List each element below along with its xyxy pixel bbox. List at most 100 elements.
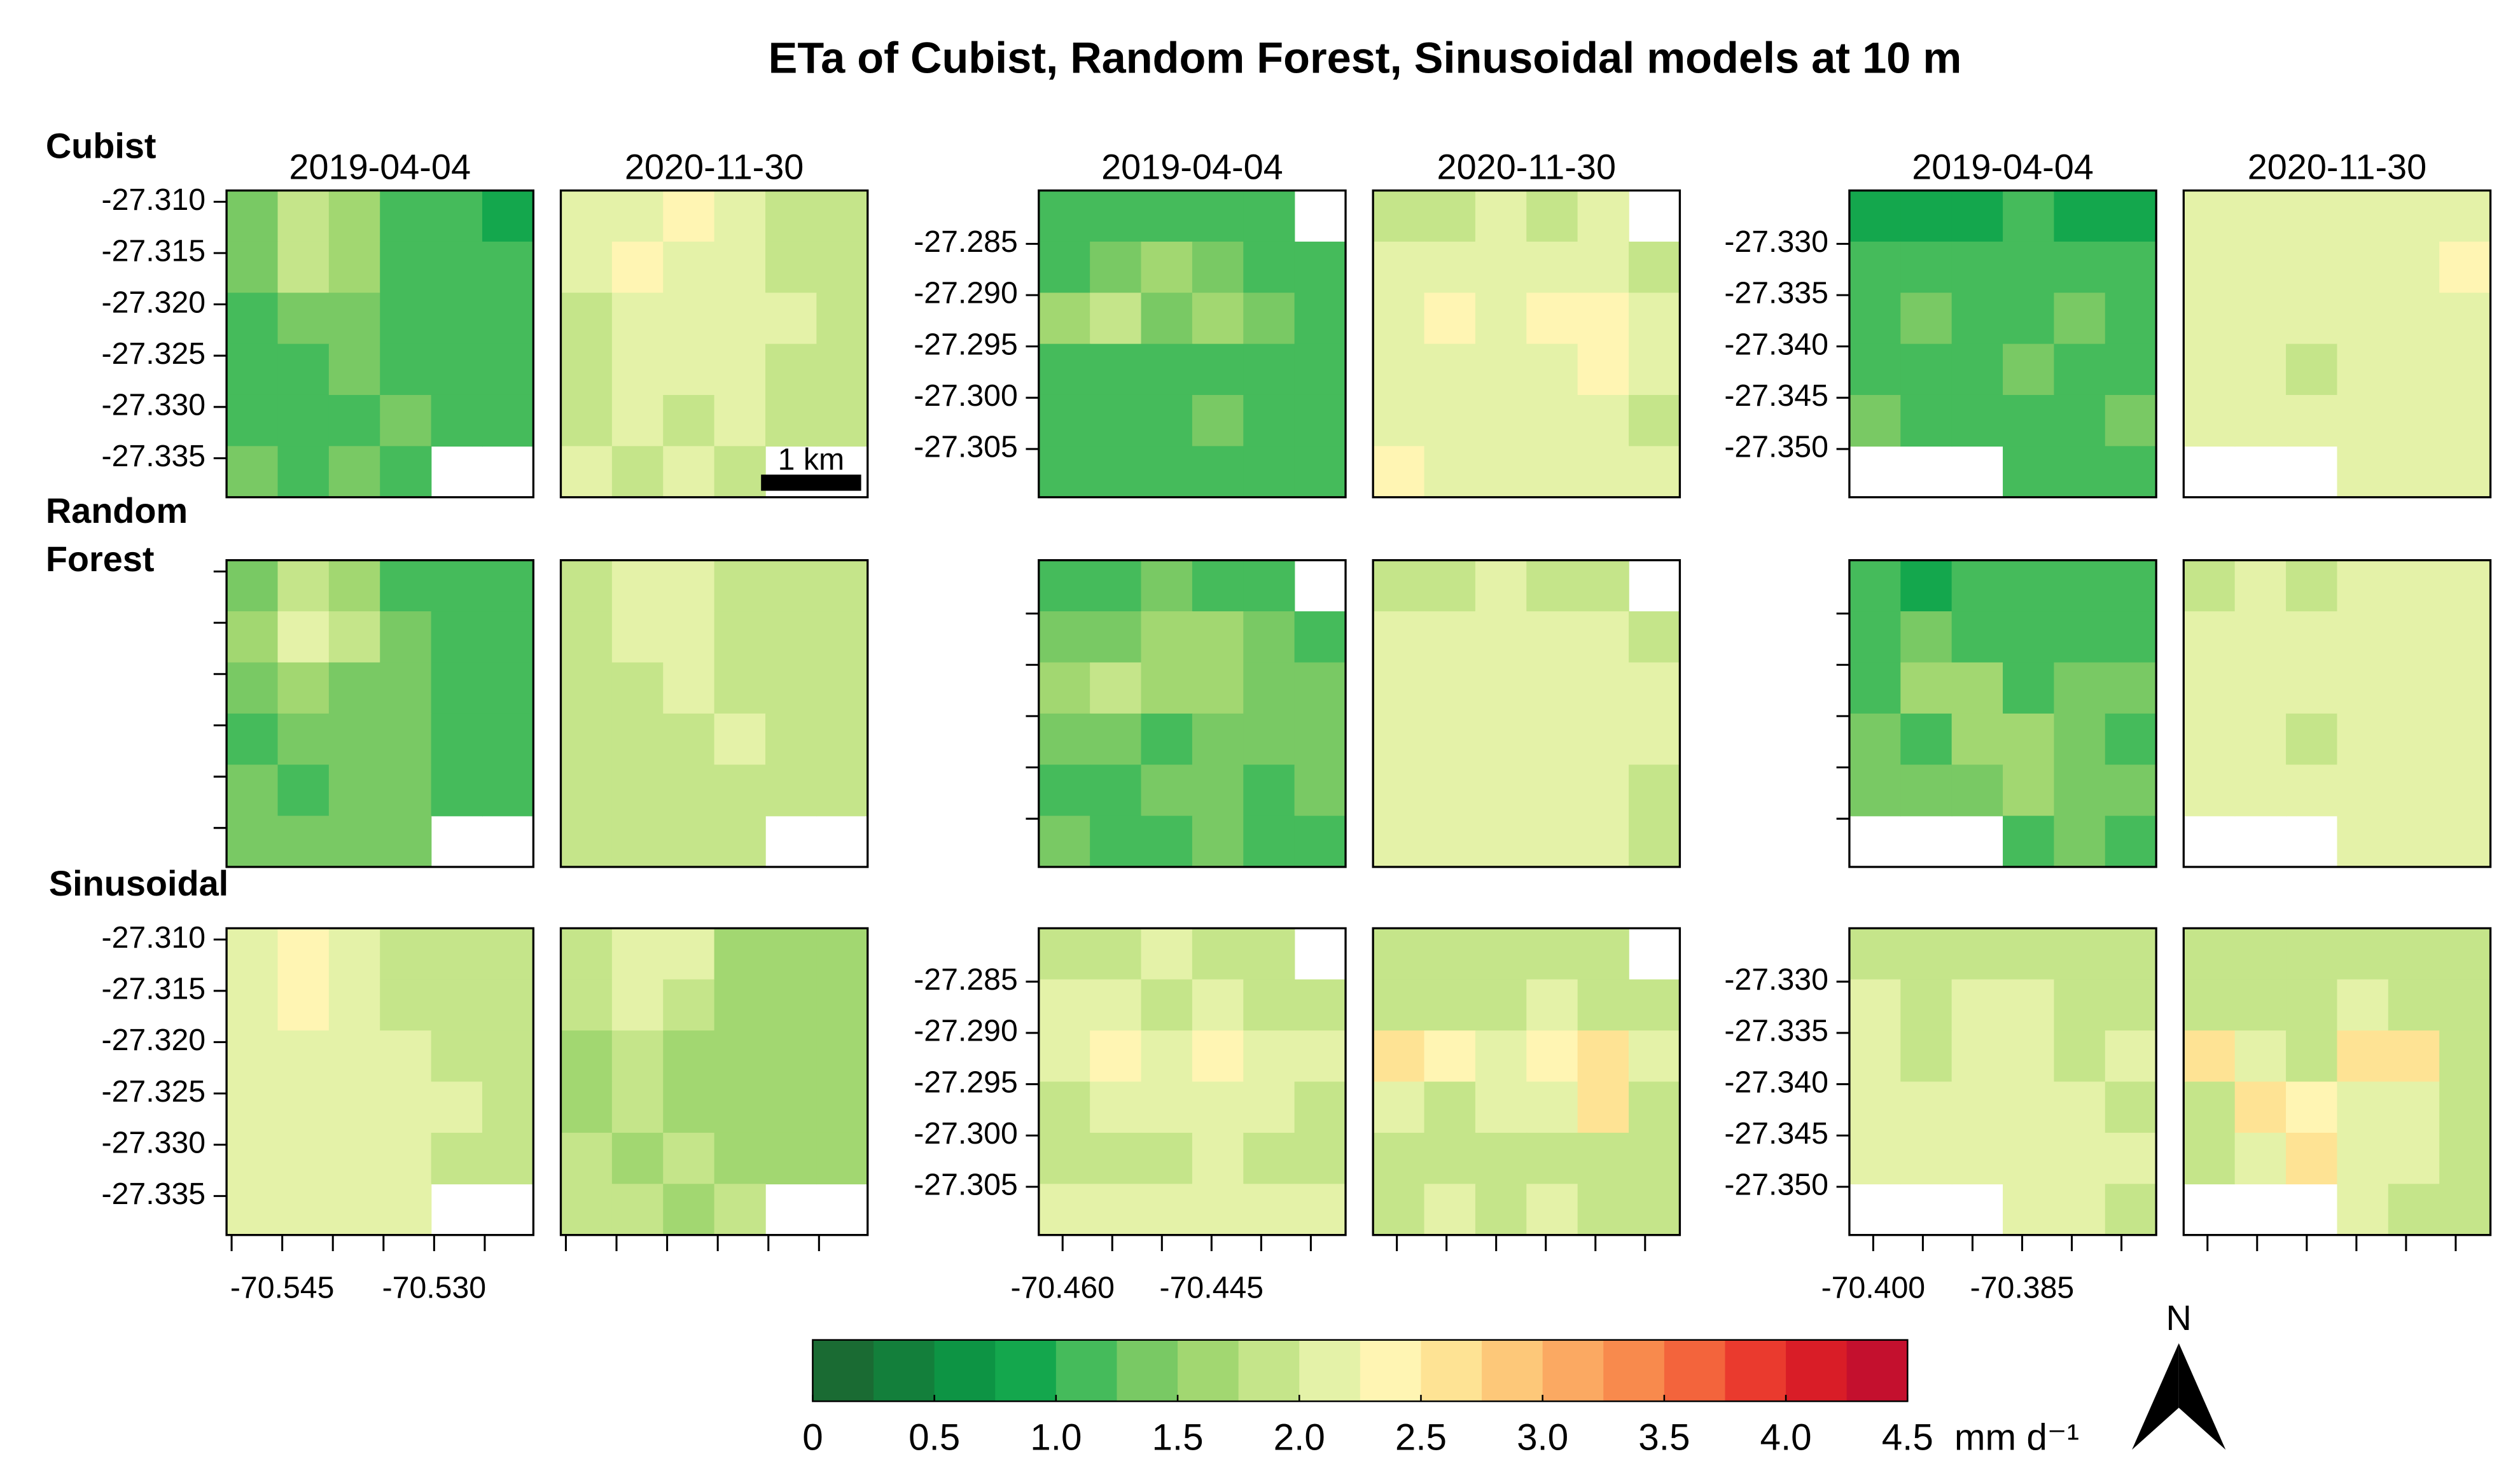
raster-cell: [226, 560, 279, 612]
raster-cell: [1900, 713, 1953, 765]
raster-cell: [226, 979, 279, 1031]
raster-cell: [1192, 1081, 1244, 1133]
raster-cell: [1526, 662, 1578, 714]
panel-frame: [1038, 559, 1347, 868]
raster-cell: [1526, 1030, 1578, 1083]
raster-cell: [226, 1030, 279, 1083]
raster-cell: [816, 241, 868, 294]
raster-cell: [2388, 190, 2440, 242]
raster-cell: [714, 394, 766, 447]
raster-cell: [380, 1132, 432, 1185]
raster-cell: [1141, 713, 1193, 765]
raster-cell: [714, 560, 766, 612]
raster-cell: [1475, 190, 1528, 242]
raster-cell: [816, 560, 868, 612]
raster-cell: [1243, 190, 1295, 242]
raster-cell: [1424, 293, 1476, 345]
raster-cell: [1090, 293, 1142, 345]
raster-cell: [328, 1030, 380, 1083]
raster-cell: [431, 293, 483, 345]
raster-cell: [1951, 343, 2003, 396]
raster-cell: [2183, 1030, 2236, 1083]
raster-cell: [2105, 560, 2157, 612]
panel-frame: [1372, 927, 1681, 1236]
raster-cell: [2337, 611, 2389, 663]
raster-cell: [1951, 979, 2003, 1031]
raster-cell: [328, 190, 380, 242]
raster-cell: [2439, 1030, 2491, 1083]
raster-cell: [2003, 1081, 2055, 1133]
raster-cell: [1294, 979, 1346, 1031]
raster-cell: [380, 1030, 432, 1083]
raster-cell: [1951, 241, 2003, 294]
y-tick-label: -27.330: [102, 1125, 206, 1160]
raster-cell: [1526, 815, 1578, 868]
raster-cell: [2337, 1184, 2389, 1236]
raster-cell: [2337, 560, 2389, 612]
raster-cell: [1577, 343, 1629, 396]
raster-cell: [277, 611, 330, 663]
raster-cell: [1951, 1132, 2003, 1185]
raster-cell: [1577, 765, 1629, 817]
raster-cell: [1141, 928, 1193, 980]
colorbar-bin: [1664, 1340, 1726, 1402]
raster-cell: [2234, 1081, 2287, 1133]
raster-cell: [1849, 394, 1902, 447]
raster-cell: [1294, 343, 1346, 396]
raster-cell: [2054, 560, 2106, 612]
raster-cell: [1577, 928, 1629, 980]
raster-cell: [611, 815, 664, 868]
raster-cell: [663, 446, 715, 498]
raster-cell: [2054, 1184, 2106, 1236]
raster-cell: [328, 662, 380, 714]
raster-cell: [482, 662, 534, 714]
raster-cell: [328, 979, 380, 1031]
raster-cell: [1526, 1132, 1578, 1185]
colorbar-bin: [874, 1340, 935, 1402]
raster-cell: [1294, 1081, 1346, 1133]
raster-cell: [277, 979, 330, 1031]
raster-cell: [431, 662, 483, 714]
raster-cell: [1475, 765, 1528, 817]
raster-cell: [1900, 560, 1953, 612]
colorbar-tick-label: 1.0: [1030, 1416, 1082, 1458]
raster-cell: [482, 343, 534, 396]
raster-cell: [663, 1184, 715, 1236]
raster-cell: [2234, 979, 2287, 1031]
raster-cell: [1141, 241, 1193, 294]
raster-cell: [1629, 293, 1681, 345]
raster-cell: [1629, 1081, 1681, 1133]
raster-cell: [560, 560, 613, 612]
raster-cell: [1192, 979, 1244, 1031]
raster-cell: [1141, 611, 1193, 663]
raster-cell: [1141, 1184, 1193, 1236]
raster-cell: [2337, 241, 2389, 294]
y-tick-label: -27.350: [1724, 430, 1828, 464]
y-tick-label: -27.290: [914, 1014, 1018, 1048]
raster-cell: [2337, 394, 2389, 447]
panel-frame: [1848, 189, 2157, 499]
raster-cell: [2388, 1132, 2440, 1185]
raster-cell: [2054, 1132, 2106, 1185]
raster-cell: [1038, 611, 1090, 663]
raster-cell: [611, 446, 664, 498]
raster-cell: [714, 343, 766, 396]
colorbar-bin: [1542, 1340, 1605, 1402]
raster-cell: [560, 241, 613, 294]
raster-cell: [1243, 560, 1295, 612]
raster-cell: [482, 611, 534, 663]
raster-cell: [714, 1081, 766, 1133]
y-tick-label: -27.350: [1724, 1168, 1828, 1202]
raster-cell: [226, 662, 279, 714]
raster-cell: [1243, 1081, 1295, 1133]
raster-cell: [380, 1081, 432, 1133]
y-tick-label: -27.335: [1724, 1014, 1828, 1048]
raster-cell: [2003, 713, 2055, 765]
raster-cell: [1090, 979, 1142, 1031]
raster-cell: [2054, 765, 2106, 817]
raster-cell: [663, 815, 715, 868]
raster-cell: [2105, 1030, 2157, 1083]
raster-cell: [1294, 1030, 1346, 1083]
date-label: 2020-11-30: [625, 146, 804, 186]
raster-cell: [1038, 293, 1090, 345]
